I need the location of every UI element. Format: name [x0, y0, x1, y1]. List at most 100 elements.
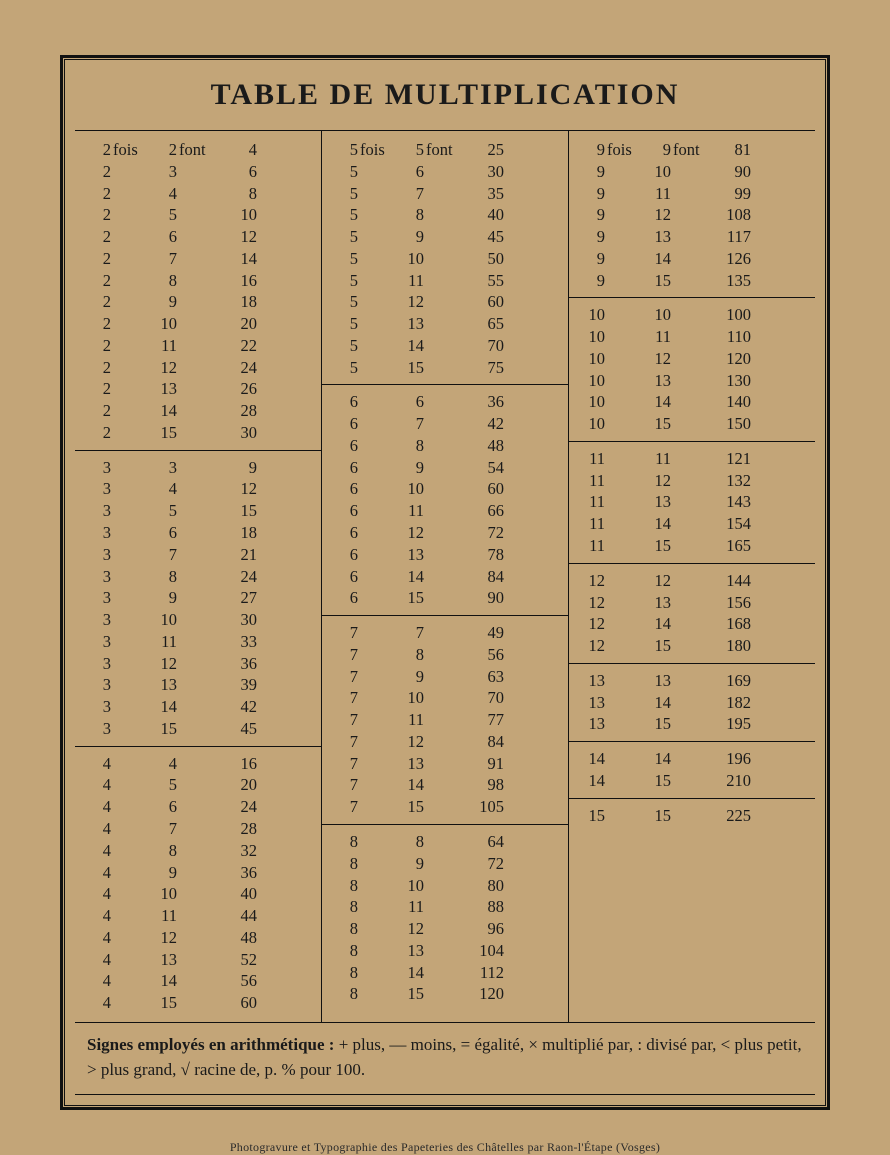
table-row: 61166: [328, 500, 562, 522]
multiplicand: 13: [575, 670, 607, 692]
product: 91: [460, 753, 504, 775]
table-row: 4624: [81, 796, 315, 818]
label-font: [179, 291, 213, 313]
multiplier: 13: [147, 674, 179, 696]
label-font: [179, 840, 213, 862]
label-fois: [360, 983, 394, 1005]
label-font: [426, 270, 460, 292]
group-divider: [322, 384, 568, 385]
label-font: [426, 709, 460, 731]
table-row: 31236: [81, 653, 315, 675]
multiplicand: 5: [328, 139, 360, 161]
multiplicand: 2: [81, 248, 113, 270]
label-fois: [113, 696, 147, 718]
product: 28: [213, 818, 257, 840]
multiplier: 10: [394, 478, 426, 500]
product: 63: [460, 666, 504, 688]
multiplier: 13: [394, 940, 426, 962]
label-fois: [360, 313, 394, 335]
table-row: 5945: [328, 226, 562, 248]
product: 26: [213, 378, 257, 400]
multiplier: 9: [147, 291, 179, 313]
product: 100: [707, 304, 751, 326]
group-divider: [322, 615, 568, 616]
label-font: [426, 226, 460, 248]
table-row: 81188: [328, 896, 562, 918]
label-fois: [360, 544, 394, 566]
group-divider: [322, 824, 568, 825]
label-font: [673, 713, 707, 735]
table-row: 1314182: [575, 692, 809, 714]
label-font: [426, 183, 460, 205]
multiplicand: 8: [328, 831, 360, 853]
label-fois: [607, 713, 641, 735]
table-row: 6954: [328, 457, 562, 479]
product: 56: [460, 644, 504, 666]
table-row: 1010100: [575, 304, 809, 326]
label-font: [179, 927, 213, 949]
multiplicand: 2: [81, 139, 113, 161]
table-row: 914126: [575, 248, 809, 270]
multiplier: 4: [147, 753, 179, 775]
table-row: 2714: [81, 248, 315, 270]
multiplier: 6: [147, 522, 179, 544]
group-divider: [75, 450, 321, 451]
multiplicand: 4: [81, 970, 113, 992]
label-fois: [360, 204, 394, 226]
multiplier: 13: [641, 592, 673, 614]
product: 30: [460, 161, 504, 183]
label-fois: [360, 226, 394, 248]
label-fois: [360, 687, 394, 709]
label-font: [673, 183, 707, 205]
table-row: 7749: [328, 622, 562, 644]
label-font: [179, 161, 213, 183]
label-fois: [113, 840, 147, 862]
label-fois: [360, 435, 394, 457]
product: 20: [213, 774, 257, 796]
multiplier: 13: [147, 949, 179, 971]
table-row: 6742: [328, 413, 562, 435]
multiplicand: 11: [575, 491, 607, 513]
table-row: 1515225: [575, 805, 809, 827]
multiplicand: 8: [328, 853, 360, 875]
label-font: [179, 696, 213, 718]
table-row: 3412: [81, 478, 315, 500]
label-font: [179, 566, 213, 588]
multiplicand: 4: [81, 818, 113, 840]
label-font: [179, 357, 213, 379]
multiplicand: 5: [328, 313, 360, 335]
label-font: [673, 470, 707, 492]
table-row: 236: [81, 161, 315, 183]
multiplier: 6: [147, 796, 179, 818]
label-font: [179, 226, 213, 248]
label-fois: [360, 940, 394, 962]
table-row: 7856: [328, 644, 562, 666]
multiplicand: 2: [81, 400, 113, 422]
multiplier: 10: [147, 609, 179, 631]
label-font: [426, 983, 460, 1005]
multiplicand: 2: [81, 291, 113, 313]
label-fois: [113, 226, 147, 248]
label-fois: [113, 204, 147, 226]
label-fois: [113, 753, 147, 775]
label-fois: [607, 635, 641, 657]
multiplicand: 5: [328, 226, 360, 248]
multiplier: 14: [641, 692, 673, 714]
label-font: [179, 422, 213, 444]
product: 110: [707, 326, 751, 348]
product: 70: [460, 687, 504, 709]
product: 24: [213, 796, 257, 818]
label-fois: [607, 805, 641, 827]
label-fois: [113, 718, 147, 740]
multiplier: 4: [147, 183, 179, 205]
label-font: [179, 753, 213, 775]
label-font: [179, 183, 213, 205]
label-font: [179, 796, 213, 818]
multiplier: 14: [147, 400, 179, 422]
label-font: [673, 670, 707, 692]
multiplier: 13: [394, 544, 426, 566]
table-row: 1015150: [575, 413, 809, 435]
label-fois: [607, 204, 641, 226]
label-font: [426, 161, 460, 183]
multiplier: 12: [394, 731, 426, 753]
